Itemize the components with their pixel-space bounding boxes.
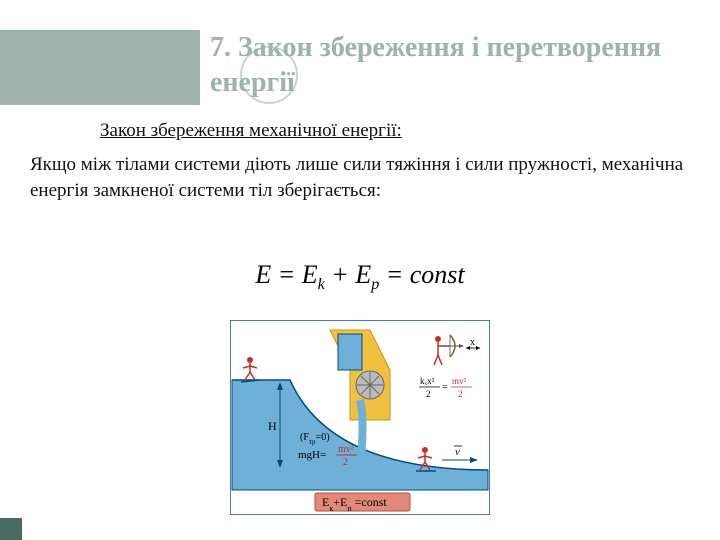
term2: E [355, 260, 371, 289]
corner-accent [0, 518, 22, 540]
v-label: v [455, 446, 460, 458]
energy-formula: E = Ek + Ep = const [0, 260, 720, 294]
formula-rhs: const [410, 260, 465, 289]
term1: E [302, 260, 318, 289]
svg-text:kₓx²: kₓx² [420, 376, 435, 386]
accent-band [0, 30, 200, 105]
term2-sub: p [371, 276, 379, 293]
eq1: = [278, 260, 302, 289]
subtitle: Закон збереження механічної енергії: [100, 120, 690, 142]
skier-top [241, 357, 259, 382]
eq2: = [386, 260, 410, 289]
spring-formula: kₓx² 2 = mv² 2 [419, 376, 472, 399]
pe-num: mv² [338, 444, 354, 455]
x-label: x [470, 337, 475, 348]
term1-sub: k [318, 276, 325, 293]
h-label: H [268, 419, 277, 433]
svg-text:2: 2 [458, 389, 463, 399]
pe-text: mgH= [298, 449, 326, 461]
pe-den: 2 [343, 457, 348, 468]
content-block: Закон збереження механічної енергії: Якщ… [30, 120, 690, 203]
svg-text:2: 2 [426, 389, 431, 399]
formula-lhs: E [255, 260, 271, 289]
plus: + [331, 260, 355, 289]
archer: x [434, 335, 480, 365]
energy-diagram: H (Fтр=0) mgH= mv² 2 [230, 320, 490, 515]
svg-text:mv²: mv² [452, 376, 467, 386]
slide-title: 7. Закон збереження і перетворення енерг… [210, 30, 680, 100]
body-text: Якщо між тілами системи діють лише сили … [30, 152, 690, 203]
svg-text:=: = [442, 382, 448, 393]
